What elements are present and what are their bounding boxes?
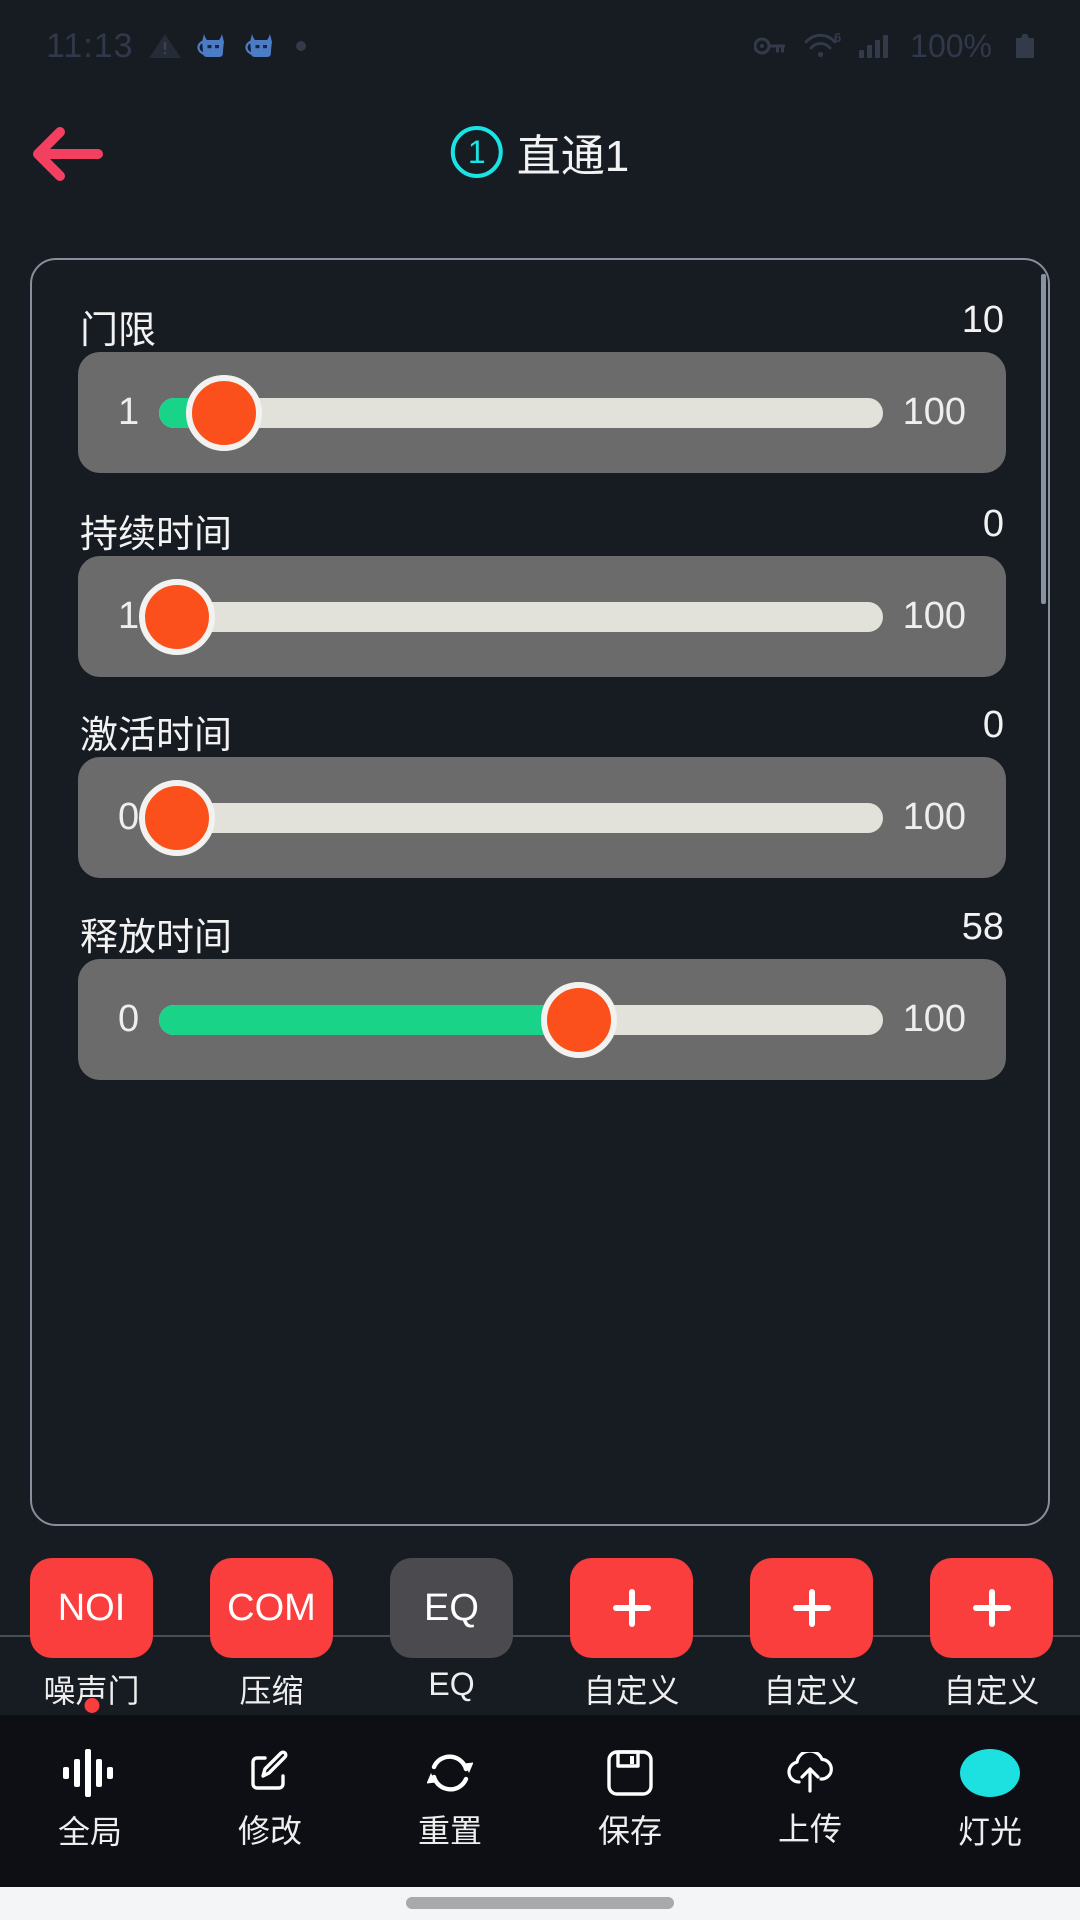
svg-text:6: 6 <box>834 33 841 45</box>
